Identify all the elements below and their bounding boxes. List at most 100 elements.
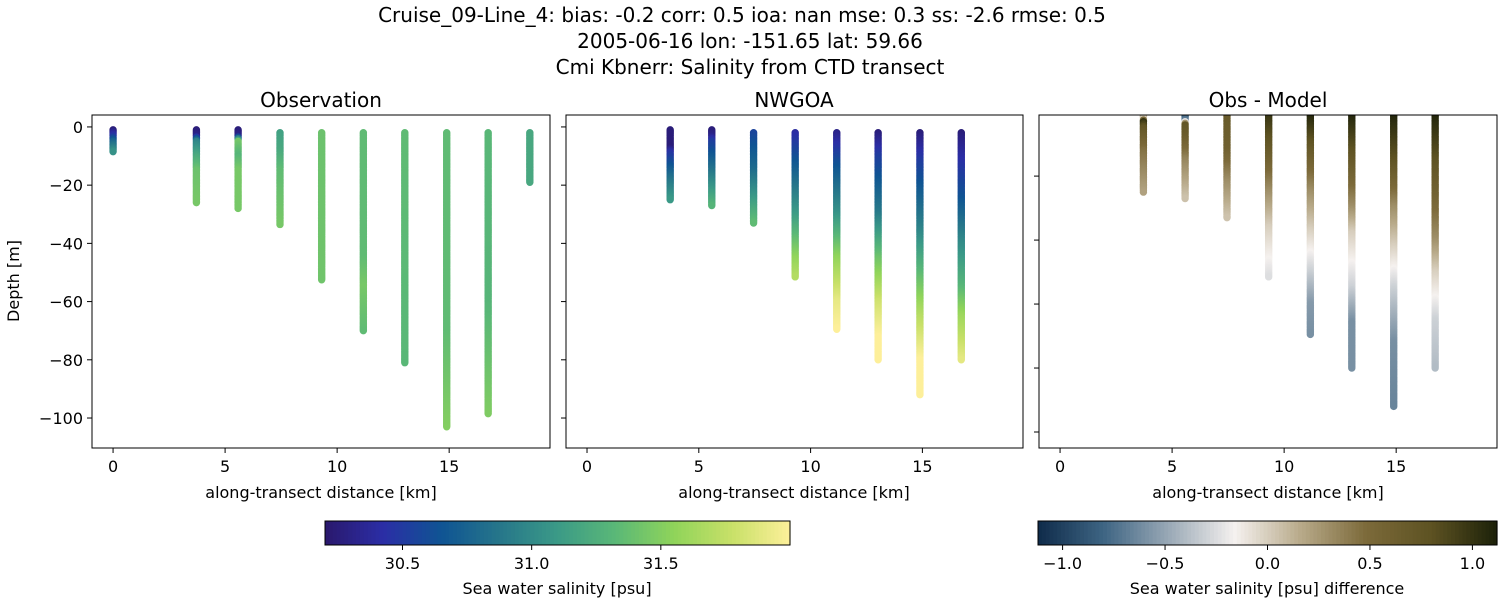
data-point <box>1139 188 1148 196</box>
colorbar-segment <box>1294 521 1299 545</box>
data-point <box>833 325 841 333</box>
profile <box>1306 115 1315 339</box>
colorbar-segment <box>1053 521 1058 545</box>
colorbar-segment <box>480 521 485 545</box>
colorbar-segment <box>545 521 551 545</box>
colorbar-segment <box>526 521 531 545</box>
colorbar-segment <box>708 521 714 545</box>
colorbar-segment <box>495 521 500 545</box>
colorbar-segment <box>460 521 466 545</box>
colorbar-segment <box>642 521 648 545</box>
colorbar-segment <box>724 521 729 545</box>
colorbar-segment <box>549 521 555 545</box>
colorbar-segment <box>1194 521 1200 545</box>
panel-title: Obs - Model <box>1209 88 1328 112</box>
profile <box>192 126 201 207</box>
suptitle-line-3: Cmi Kbnerr: Salinity from CTD transect <box>556 55 945 79</box>
colorbar-segment <box>751 521 756 545</box>
colorbar-segment <box>604 521 609 545</box>
colorbar-segment <box>1225 521 1230 545</box>
colorbar-segment <box>1462 521 1467 545</box>
colorbar-segment <box>1210 521 1215 545</box>
colorbar-segment <box>1309 521 1314 545</box>
colorbar-segment <box>1355 521 1360 545</box>
x-tick-label: 15 <box>439 457 459 476</box>
colorbar-segment <box>352 521 357 545</box>
profile <box>526 129 534 186</box>
scatter-points <box>1139 115 1439 411</box>
colorbar-segment <box>1118 521 1123 545</box>
colorbar-segment <box>611 521 617 545</box>
colorbar-segment <box>1317 521 1322 545</box>
profile <box>1223 115 1231 222</box>
colorbar-segment <box>631 521 636 545</box>
colorbar-segment <box>325 521 330 545</box>
colorbar-segment <box>383 521 388 545</box>
data-point <box>526 178 534 186</box>
colorbar-segment <box>1454 521 1460 545</box>
data-point <box>192 198 201 207</box>
colorbar-segment <box>693 521 698 545</box>
colorbar-segment <box>592 521 597 545</box>
colorbar-segment <box>1420 521 1425 545</box>
colorbar-segment <box>1175 521 1181 545</box>
colorbar-segment <box>1233 521 1238 545</box>
profile <box>317 129 326 284</box>
colorbar-segment <box>1213 521 1219 545</box>
obs-minus-model-panel: Obs - Model along-transect distance [km]… <box>1034 88 1498 502</box>
colorbar-segment <box>762 521 768 545</box>
colorbar-segment <box>1045 521 1051 545</box>
data-point <box>957 356 965 364</box>
colorbar-segment <box>681 521 686 545</box>
colorbar-segment <box>1282 521 1288 545</box>
profile <box>401 129 409 367</box>
colorbar-segment <box>615 521 621 545</box>
data-point <box>916 391 924 399</box>
profile <box>666 126 674 204</box>
profile <box>109 126 117 156</box>
data-point <box>1223 213 1231 222</box>
colorbar-segment <box>677 521 683 545</box>
colorbar-segment <box>348 521 353 545</box>
colorbar-segment <box>1301 521 1307 545</box>
colorbar-segment <box>1164 521 1169 545</box>
colorbar-segment <box>1290 521 1295 545</box>
data-point <box>749 219 758 227</box>
colorbar-segment <box>685 521 690 545</box>
profile <box>874 129 882 364</box>
colorbar-segment <box>638 521 644 545</box>
colorbar-segment <box>1366 521 1372 545</box>
colorbar-segment <box>518 521 524 545</box>
colorbar-segment <box>394 521 400 545</box>
colorbar-segment <box>499 521 504 545</box>
colorbar-segment <box>1271 521 1276 545</box>
colorbar-segment <box>1451 521 1456 545</box>
data-point <box>401 359 409 367</box>
colorbar-segment <box>1217 521 1223 545</box>
colorbar-segment <box>421 521 427 545</box>
colorbar-segment <box>1133 521 1139 545</box>
colorbar-segment <box>619 521 624 545</box>
colorbar-segment <box>1091 521 1096 545</box>
colorbar-segment <box>1336 521 1341 545</box>
colorbar-segment <box>1359 521 1364 545</box>
colorbar-segment <box>1152 521 1158 545</box>
colorbar-segment <box>712 521 717 545</box>
colorbar-segment <box>491 521 497 545</box>
colorbar-segment <box>735 521 741 545</box>
colorbar-segment <box>371 521 376 545</box>
colorbar-segment <box>1351 521 1357 545</box>
colorbar-segment <box>1060 521 1066 545</box>
colorbar-segment <box>1057 521 1062 545</box>
colorbar-segment <box>1240 521 1246 545</box>
x-axis-label: along-transect distance [km] <box>205 483 436 502</box>
colorbar-segment <box>1252 521 1257 545</box>
colorbar-segment <box>1321 521 1326 545</box>
suptitle-line-1: Cruise_09-Line_4: bias: -0.2 corr: 0.5 i… <box>378 3 1106 27</box>
colorbar-label: Sea water salinity [psu] <box>462 579 651 598</box>
colorbar-segment <box>1489 521 1494 545</box>
scatter-points <box>666 126 965 399</box>
colorbar-segment <box>414 521 419 545</box>
colorbar-segment <box>700 521 706 545</box>
colorbar-tick-label: 0.5 <box>1357 554 1382 573</box>
